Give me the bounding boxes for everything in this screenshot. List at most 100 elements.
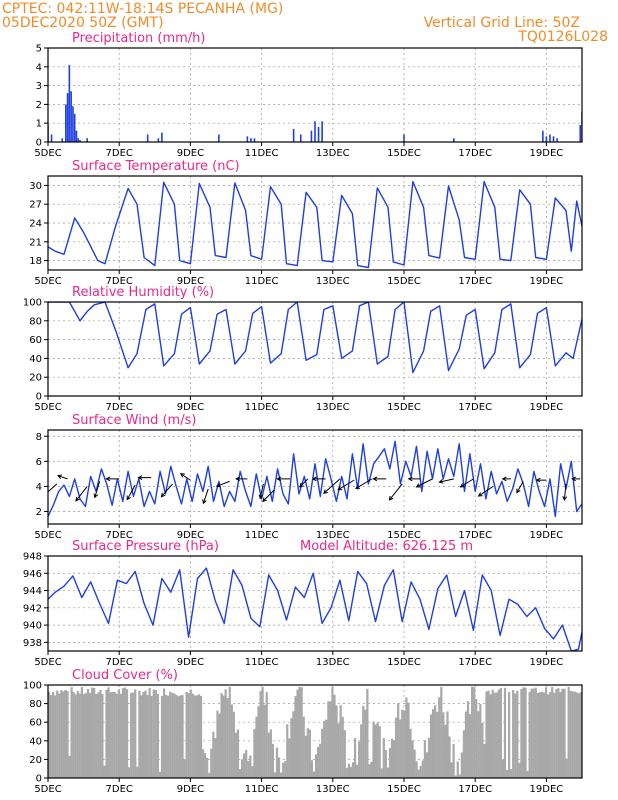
cloud-bar-75 xyxy=(201,749,205,778)
cloud-bar-36 xyxy=(121,688,125,778)
cloud-bar-216 xyxy=(491,689,494,778)
cloud-bar-194 xyxy=(446,711,449,778)
ytick-label-1: 1 xyxy=(36,119,42,130)
cloud-bar-55 xyxy=(160,695,164,778)
wind-arrow-head xyxy=(415,483,421,488)
cloud-bar-214 xyxy=(487,690,490,778)
xtick-label-2: 9DEC xyxy=(177,530,204,541)
wind-arrow-shaft xyxy=(180,473,191,481)
wind-arrow-head xyxy=(179,473,185,478)
wind-arrow-head xyxy=(160,492,166,498)
cloud-bar-63 xyxy=(177,696,180,778)
ytick-label-3: 3 xyxy=(36,81,42,92)
wind-arrow-head xyxy=(202,499,207,505)
precip-bar-24 xyxy=(317,126,320,142)
cloud-bar-122 xyxy=(298,686,301,778)
cloud-bar-232 xyxy=(524,687,527,778)
cloud-bar-117 xyxy=(288,738,291,778)
xtick-label-0: 5DEC xyxy=(34,276,61,287)
wind-arrow-20 xyxy=(372,476,387,482)
panel-title-humidity: Relative Humidity (%) xyxy=(72,285,214,300)
cloud-bar-18 xyxy=(84,693,88,778)
precip-bar-18 xyxy=(250,138,252,142)
wind-arrow-head xyxy=(262,497,267,503)
wind-arrow-21 xyxy=(388,483,403,501)
cloud-bar-149 xyxy=(353,738,357,778)
xtick-label-7: 19DEC xyxy=(530,784,564,795)
cloud-bar-76 xyxy=(204,753,207,778)
cloud-bar-132 xyxy=(319,743,322,778)
ytick-label-4: 946 xyxy=(23,569,42,580)
cloud-bar-254 xyxy=(569,690,572,778)
cloud-bar-46 xyxy=(142,691,145,778)
wind-arrow-22 xyxy=(407,476,421,482)
cloud-bar-54 xyxy=(158,771,162,778)
cloud-bar-154 xyxy=(364,709,367,778)
cloud-bar-101 xyxy=(255,716,258,778)
cloud-bar-179 xyxy=(415,761,418,778)
cloud-bar-120 xyxy=(294,696,297,778)
cloud-bar-148 xyxy=(351,762,355,778)
cloud-bar-173 xyxy=(403,710,406,778)
cloud-bar-11 xyxy=(70,687,73,778)
panel-title-wind: Surface Wind (m/s) xyxy=(72,413,196,428)
cloud-bar-6 xyxy=(60,690,63,778)
cloud-bar-81 xyxy=(214,738,217,778)
wind-arrow-head xyxy=(501,476,507,482)
cloud-bar-115 xyxy=(284,761,287,778)
wind-arrow-head xyxy=(372,476,378,482)
cloud-bar-39 xyxy=(128,767,131,778)
xtick-label-4: 13DEC xyxy=(316,276,350,287)
xtick-label-6: 17DEC xyxy=(458,784,492,795)
cloud-bar-206 xyxy=(471,686,474,778)
cloud-bar-38 xyxy=(125,689,129,778)
cloud-bar-247 xyxy=(555,689,558,778)
cloud-bar-1 xyxy=(49,695,53,778)
cloud-bar-113 xyxy=(280,772,283,778)
cloud-bar-58 xyxy=(167,695,170,778)
wind-arrow-head xyxy=(535,477,541,483)
cloud-bar-168 xyxy=(392,740,396,778)
cloud-bar-243 xyxy=(547,694,550,778)
plot-pressure xyxy=(48,567,582,651)
xtick-label-3: 11DEC xyxy=(245,657,279,668)
cloud-bar-23 xyxy=(95,693,98,778)
cloud-bar-249 xyxy=(559,692,562,778)
cloud-bar-170 xyxy=(397,703,400,778)
xtick-label-6: 17DEC xyxy=(458,402,492,413)
cloud-bar-157 xyxy=(370,761,373,778)
cloud-bar-233 xyxy=(526,770,529,778)
precip-bar-33 xyxy=(579,125,582,142)
wind-arrow-shaft xyxy=(126,484,136,500)
cloud-bar-29 xyxy=(107,687,110,778)
cloud-bar-86 xyxy=(224,689,227,778)
ytick-label-2: 6 xyxy=(36,457,42,468)
cloud-bar-7 xyxy=(62,691,65,778)
cloud-bar-190 xyxy=(438,697,441,778)
wind-arrow-2 xyxy=(75,486,88,502)
wind-arrow-23 xyxy=(415,478,433,488)
wind-arrow-head xyxy=(516,488,521,494)
xtick-label-6: 17DEC xyxy=(458,657,492,668)
header-station: CPTEC: 042:11W-18:14S PECANHA (MG) xyxy=(2,1,283,17)
cloud-bar-100 xyxy=(253,728,256,778)
ytick-label-1: 20 xyxy=(29,373,42,384)
cloud-bar-3 xyxy=(54,695,57,778)
cloud-bar-185 xyxy=(427,737,431,778)
cloud-bar-71 xyxy=(193,695,196,778)
panel-title-temperature: Surface Temperature (nC) xyxy=(72,159,240,174)
xtick-label-0: 5DEC xyxy=(34,530,61,541)
cloud-bar-114 xyxy=(282,762,285,778)
cloud-bar-158 xyxy=(372,721,375,778)
ytick-label-2: 24 xyxy=(29,219,42,230)
xtick-label-4: 13DEC xyxy=(316,148,350,159)
ytick-label-5: 100 xyxy=(23,298,42,309)
cloud-bar-60 xyxy=(171,692,174,778)
cloud-bar-65 xyxy=(181,695,184,778)
cloud-bar-98 xyxy=(249,755,252,778)
cloud-bar-225 xyxy=(510,769,513,778)
cloud-bar-85 xyxy=(222,695,225,778)
cloud-bar-21 xyxy=(91,687,94,778)
panel-precipitation: 0 1 2 3 4 5 5DEC 7DEC 9DEC 11DEC 13DEC 15DEC 17DEC 19… xyxy=(34,31,583,159)
